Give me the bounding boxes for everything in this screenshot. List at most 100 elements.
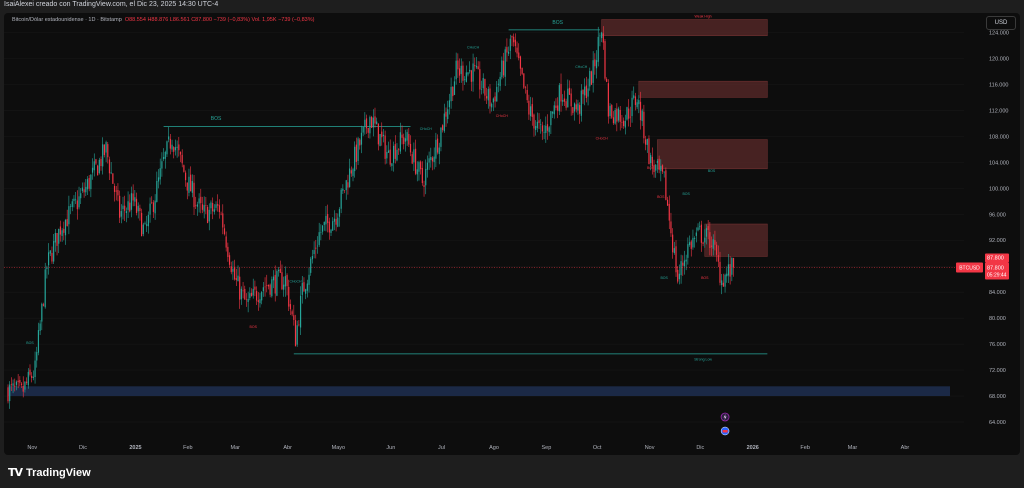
candle-body [497, 83, 500, 85]
candle-body [612, 117, 615, 124]
candle-body [425, 168, 427, 186]
x-tick-label: Sep [542, 445, 552, 451]
candle-body [276, 271, 278, 296]
chart-panel[interactable]: BOS BOS Weak High Strong Low BOS BOS BOS BOS BOS… [4, 13, 1020, 455]
candle-body [372, 117, 374, 128]
candle-body [521, 67, 523, 74]
candle-body [414, 148, 417, 174]
candle-body [502, 60, 505, 76]
candle-body [360, 132, 363, 145]
candle-body [90, 174, 92, 190]
candle-body [470, 70, 472, 82]
candle-body [100, 158, 102, 167]
candle-body [178, 144, 180, 151]
candle-body [365, 118, 368, 129]
candle-body [487, 88, 489, 101]
candle-body [577, 103, 579, 111]
candle-body [195, 205, 197, 206]
candle-body [580, 90, 582, 116]
candle-body [501, 60, 503, 78]
candle-body [269, 284, 271, 295]
candle-body [453, 81, 456, 95]
annotation-label: BOS [657, 195, 665, 199]
y-tick-label: 100.000 [989, 186, 1009, 192]
candle-body [32, 376, 34, 378]
annotation-label: BOS [552, 20, 563, 26]
candle-body [235, 278, 237, 280]
candle-body [63, 228, 65, 233]
candle-body [305, 289, 307, 294]
candle-body [31, 375, 33, 378]
candle-body [726, 273, 728, 277]
us-flag-stripes-icon [722, 430, 728, 433]
candle-body [262, 287, 264, 292]
candle-body [320, 232, 322, 233]
candle-body [345, 180, 347, 191]
candle-body [191, 181, 193, 193]
candle-body [428, 158, 430, 163]
candle-body [349, 168, 351, 188]
candle-body [168, 136, 170, 140]
candle-body [643, 111, 645, 139]
price-chart[interactable]: BOS BOS Weak High Strong Low BOS BOS BOS BOS BOS… [4, 13, 1020, 455]
currency-button[interactable]: USD [986, 16, 1016, 30]
candle-body [582, 89, 584, 95]
candle-body [651, 156, 653, 167]
candle-body [573, 103, 576, 112]
candle-body [200, 196, 202, 204]
candle-body [562, 100, 564, 102]
candles [7, 26, 735, 409]
y-tick-label: 64.000 [989, 420, 1006, 426]
candle-body [688, 242, 691, 245]
candle-body [166, 141, 168, 155]
candle-body [491, 103, 493, 108]
candle-body [692, 237, 694, 248]
candle-body [646, 138, 648, 145]
supply-zone [657, 139, 768, 170]
candle-body [257, 300, 259, 303]
candle-body [122, 205, 124, 210]
candle-body [277, 269, 280, 272]
candle-body [636, 102, 638, 108]
candle-body [585, 85, 587, 99]
candle-body [376, 121, 378, 125]
candle-body [607, 83, 609, 117]
y-tick-label: 104.000 [989, 160, 1009, 166]
candle-body [536, 121, 538, 129]
y-tick-label: 76.000 [989, 342, 1006, 348]
x-tick-label: Mar [848, 445, 858, 451]
candle-body [563, 98, 566, 102]
candle-body [677, 269, 679, 282]
candle-body [420, 161, 422, 170]
candle-body [161, 161, 163, 169]
candle-body [614, 110, 616, 124]
annotation-label: CHoCH [496, 114, 509, 118]
candle-body [222, 213, 224, 228]
candle-body [418, 162, 420, 172]
candle-body [535, 126, 537, 130]
candle-body [541, 125, 544, 132]
event-icons[interactable] [720, 412, 730, 436]
candle-body [558, 85, 560, 112]
candle-body [306, 283, 308, 291]
candle-body [105, 142, 107, 153]
candle-body [359, 139, 361, 146]
candle-body [616, 108, 618, 122]
candle-body [41, 303, 43, 322]
tradingview-brand[interactable]: TV TradingView [8, 466, 91, 479]
candle-body [524, 87, 527, 89]
candle-body [499, 76, 501, 87]
candle-body [308, 274, 310, 285]
candle-body [668, 203, 670, 221]
candle-body [724, 274, 726, 287]
candle-body [117, 189, 119, 196]
candle-body [176, 146, 178, 148]
candle-body [9, 384, 11, 402]
candle-body [323, 221, 325, 226]
candle-body [247, 298, 249, 303]
symbol-title: Bitcoin/Dólar estadounidense · 1D · Bits… [12, 17, 122, 23]
candle-body [565, 101, 567, 108]
snapshot-header: IsaiAlexei creado con TradingView.com, e… [0, 0, 1024, 12]
change-value: −739 (−0,83%) [213, 17, 250, 23]
candle-body [159, 168, 161, 180]
